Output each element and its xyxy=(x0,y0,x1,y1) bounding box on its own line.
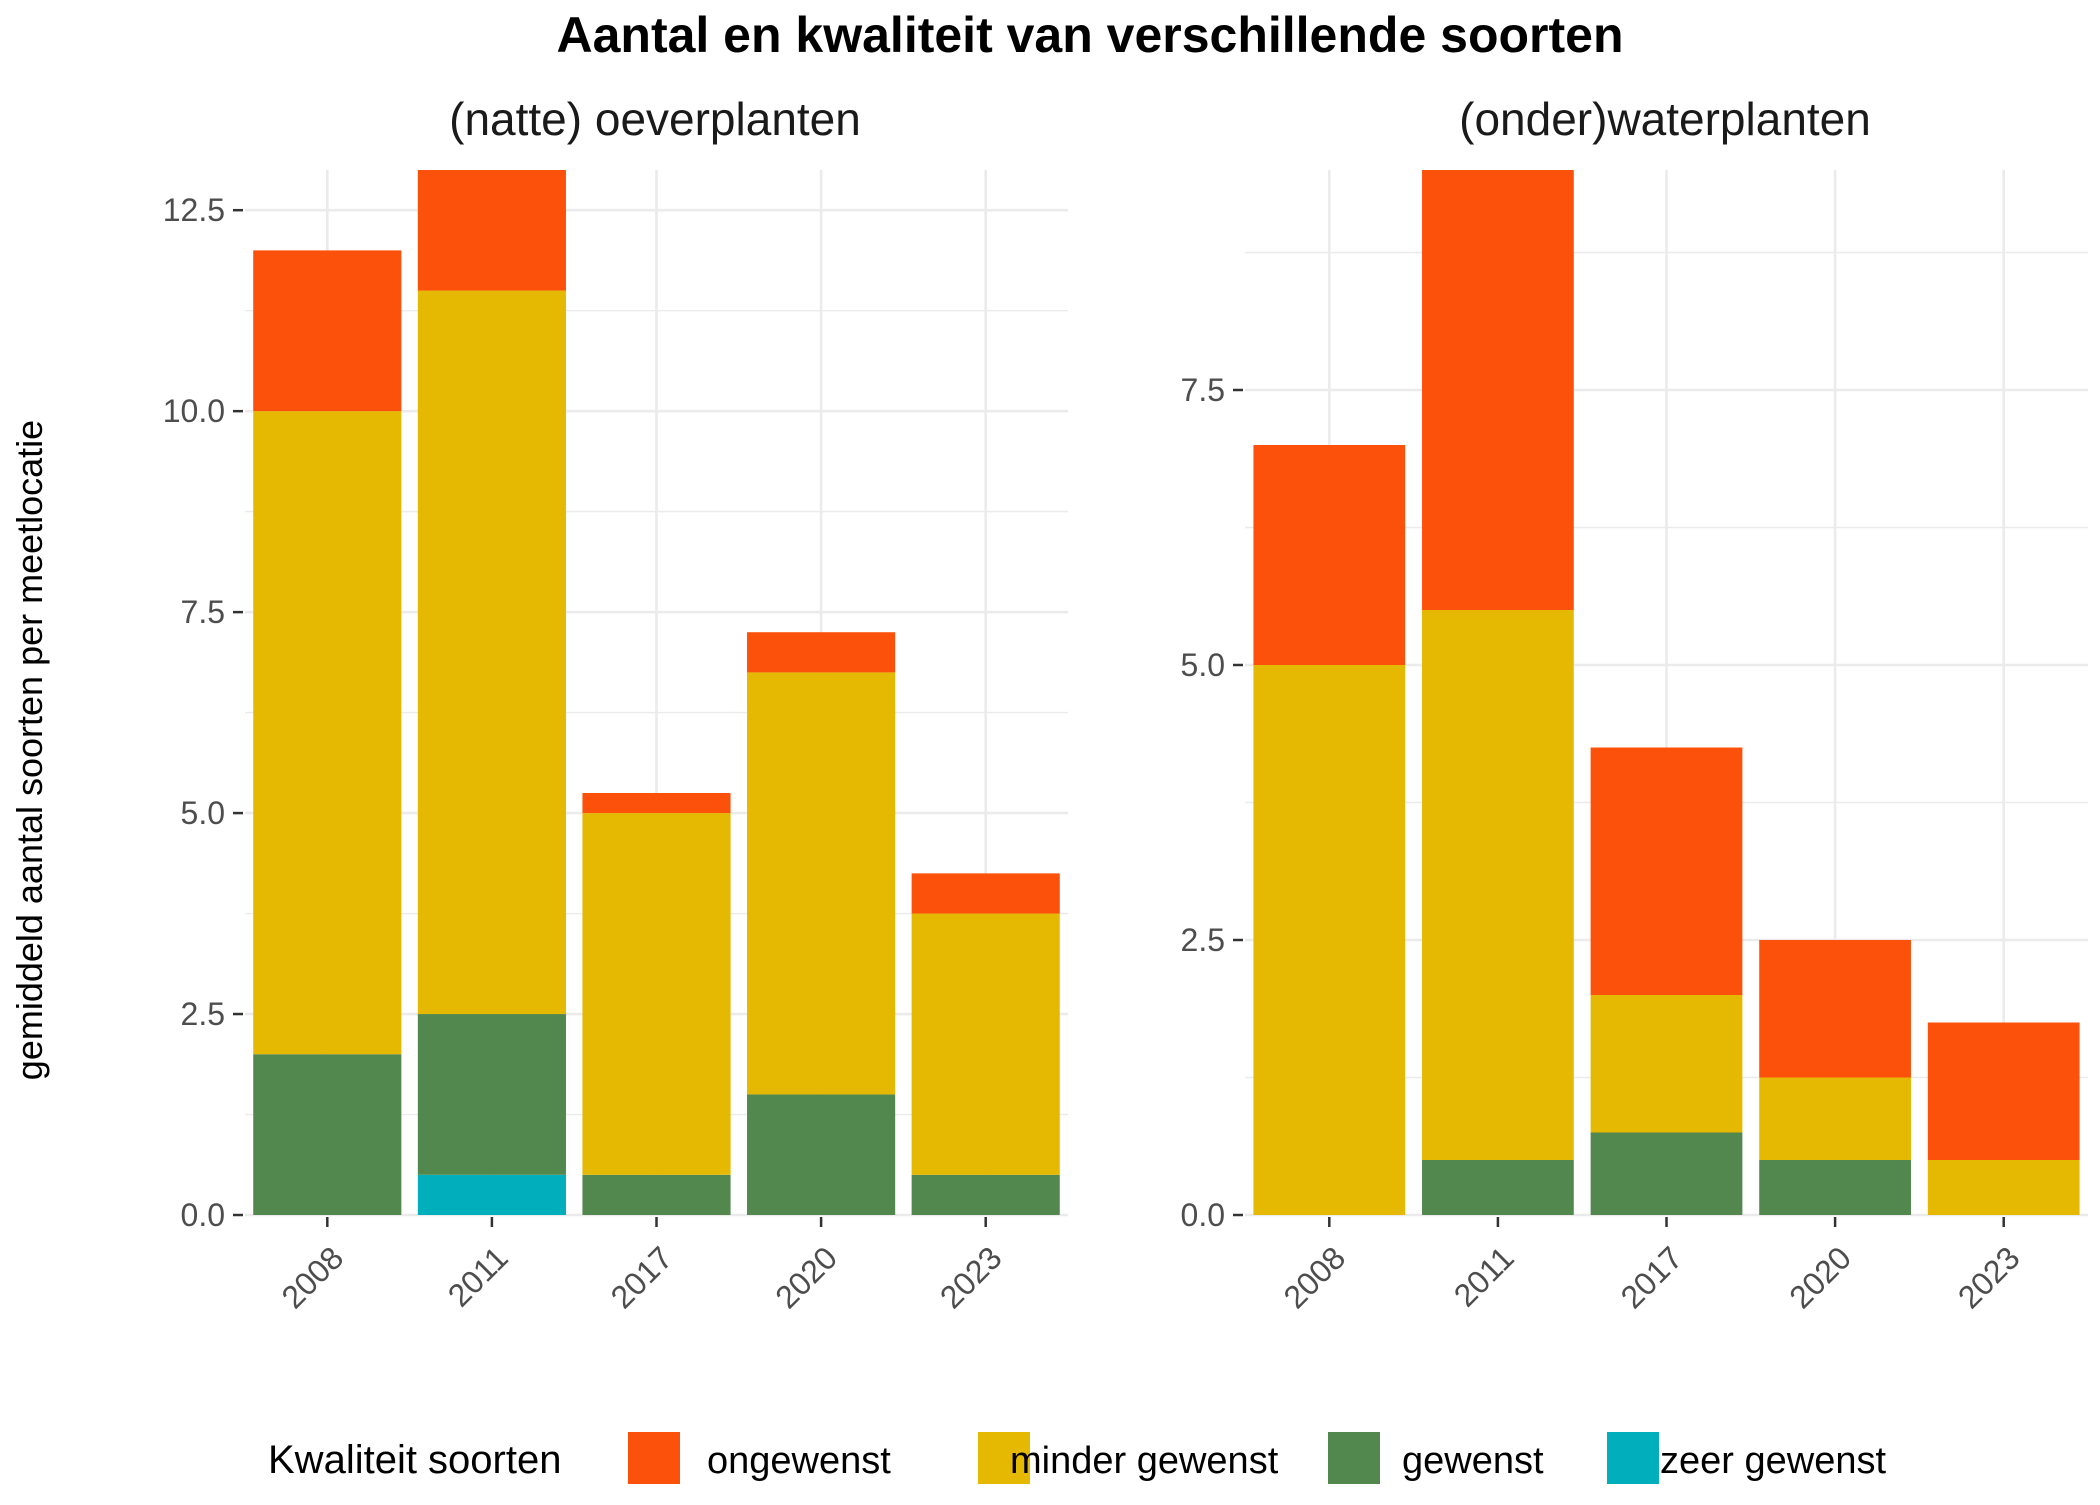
x-tick-label: 2011 xyxy=(441,1239,515,1313)
bar-gewenst-2008 xyxy=(253,1054,402,1215)
legend-label-zeer-gewenst: zeer gewenst xyxy=(1660,1440,1886,1482)
y-tick-label: 5.0 xyxy=(181,795,225,831)
legend-label-gewenst: gewenst xyxy=(1402,1440,1544,1482)
x-tick-label: 2008 xyxy=(274,1239,350,1315)
bar-minder-gewenst-2020 xyxy=(747,672,896,1095)
bar-minder-gewenst-2023 xyxy=(1927,1160,2080,1215)
bar-ongewenst-2023 xyxy=(1927,1022,2080,1160)
panel-2: (onder)waterplanten 0.0 2.5 5.0 7.5 2008 2011 2… xyxy=(1181,93,2088,1315)
bar-ongewenst-2008 xyxy=(1253,445,1406,665)
bar-gewenst-2017 xyxy=(582,1174,731,1215)
bar-minder-gewenst-2023 xyxy=(911,913,1060,1175)
y-axis-label: gemiddeld aantal soorten per meetlocatie xyxy=(9,420,50,1080)
y-tick-label: 5.0 xyxy=(1181,647,1225,683)
x-tick-label: 2017 xyxy=(604,1239,680,1315)
bar-ongewenst-2011 xyxy=(1422,170,1574,610)
bar-minder-gewenst-2008 xyxy=(253,411,402,1055)
bar-minder-gewenst-2011 xyxy=(1422,610,1574,1160)
bar-ongewenst-2017 xyxy=(1590,747,1743,995)
x-tick-label: 2020 xyxy=(768,1239,844,1315)
chart-panels: (natte) oeverplanten 0.0 2.5 5.0 7.5 10.0 12.5… xyxy=(163,93,2088,1315)
y-tick-label: 0.0 xyxy=(181,1197,225,1233)
bar-gewenst-2023 xyxy=(911,1174,1060,1215)
legend: Kwaliteit soorten ongewenst minder gewenst… xyxy=(268,1432,1886,1484)
bar-gewenst-2020 xyxy=(1759,1160,1911,1215)
bar-gewenst-2011 xyxy=(417,1014,566,1175)
bar-zeer-gewenst-2011 xyxy=(417,1174,566,1215)
y-tick-label: 2.5 xyxy=(181,996,225,1032)
panel-1: (natte) oeverplanten 0.0 2.5 5.0 7.5 10.0 12.5… xyxy=(163,93,1068,1315)
legend-label-ongewenst: ongewenst xyxy=(707,1440,891,1482)
bar-minder-gewenst-2020 xyxy=(1759,1077,1911,1160)
x-tick-label: 2023 xyxy=(933,1239,1009,1315)
y-tick-label: 0.0 xyxy=(1181,1197,1225,1233)
bar-minder-gewenst-2011 xyxy=(417,290,566,1015)
y-tick-label: 7.5 xyxy=(1181,372,1225,408)
bar-gewenst-2020 xyxy=(747,1094,896,1215)
bar-ongewenst-2008 xyxy=(253,250,402,412)
panel-title: (onder)waterplanten xyxy=(1459,93,1871,145)
y-tick-label: 10.0 xyxy=(163,393,225,429)
legend-label-minder-gewenst: minder gewenst xyxy=(1010,1440,1279,1482)
bar-minder-gewenst-2017 xyxy=(1590,995,1743,1133)
legend-key-ongewenst xyxy=(628,1432,680,1484)
x-tick-label: 2011 xyxy=(1447,1239,1521,1313)
y-tick-label: 7.5 xyxy=(181,594,225,630)
bar-ongewenst-2017 xyxy=(582,792,731,814)
bar-ongewenst-2020 xyxy=(1759,940,1911,1078)
bar-gewenst-2011 xyxy=(1422,1160,1574,1215)
bar-gewenst-2017 xyxy=(1590,1132,1743,1215)
chart-title: Aantal en kwaliteit van verschillende so… xyxy=(556,7,1623,63)
legend-key-gewenst xyxy=(1328,1432,1380,1484)
bar-ongewenst-2023 xyxy=(911,873,1060,914)
legend-key-minder-gewenst xyxy=(978,1432,1030,1484)
x-tick-label: 2023 xyxy=(1951,1239,2027,1315)
x-tick-label: 2008 xyxy=(1276,1239,1352,1315)
bar-ongewenst-2011 xyxy=(417,170,566,291)
x-tick-label: 2017 xyxy=(1614,1239,1690,1315)
bar-minder-gewenst-2017 xyxy=(582,813,731,1175)
panel-title: (natte) oeverplanten xyxy=(449,93,861,145)
legend-title: Kwaliteit soorten xyxy=(268,1438,561,1482)
x-tick-label: 2020 xyxy=(1782,1239,1858,1315)
bar-ongewenst-2020 xyxy=(747,632,896,673)
legend-key-zeer-gewenst xyxy=(1607,1432,1659,1484)
y-tick-label: 12.5 xyxy=(163,192,225,228)
y-tick-label: 2.5 xyxy=(1181,922,1225,958)
bar-minder-gewenst-2008 xyxy=(1253,665,1406,1215)
